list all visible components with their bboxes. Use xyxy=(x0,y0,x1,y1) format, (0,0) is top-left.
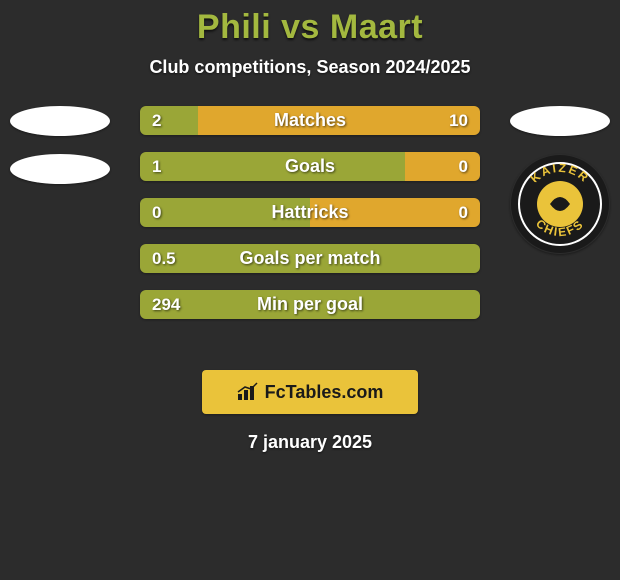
club-logo-placeholder xyxy=(10,154,110,184)
stat-bar-left xyxy=(140,290,480,319)
page-subtitle: Club competitions, Season 2024/2025 xyxy=(0,57,620,78)
brand-text-3: .com xyxy=(341,382,383,402)
stat-row: Goals10 xyxy=(140,152,480,181)
stat-bar-left xyxy=(140,152,405,181)
club-logo-placeholder xyxy=(10,106,110,136)
footer-date: 7 january 2025 xyxy=(0,432,620,453)
stat-row: Matches210 xyxy=(140,106,480,135)
stat-bar-right xyxy=(310,198,480,227)
stat-bar-left xyxy=(140,106,198,135)
brand-text-1: Fc xyxy=(265,382,286,402)
club-badge-svg: KAIZER CHIEFS xyxy=(510,154,610,254)
stat-row: Min per goal294 xyxy=(140,290,480,319)
chart-icon xyxy=(237,382,259,402)
stat-bar-left xyxy=(140,198,310,227)
stat-bars: Matches210 Goals10 Hattricks00 Goals per ma… xyxy=(140,106,480,319)
stats-area: KAIZER CHIEFS Matches210 Goals10 Hattricks… xyxy=(0,106,620,346)
club-logo-placeholder xyxy=(510,106,610,136)
stat-row: Goals per match0.5 xyxy=(140,244,480,273)
right-club-column: KAIZER CHIEFS xyxy=(510,106,610,254)
stat-row: Hattricks00 xyxy=(140,198,480,227)
fctables-badge[interactable]: FcTables.com xyxy=(202,370,418,414)
brand-text: FcTables.com xyxy=(265,382,384,403)
content-wrapper: Phili vs Maart Club competitions, Season… xyxy=(0,0,620,453)
stat-bar-left xyxy=(140,244,480,273)
kaizer-chiefs-badge: KAIZER CHIEFS xyxy=(510,154,610,254)
stat-bar-right xyxy=(405,152,480,181)
stat-bar-right xyxy=(198,106,480,135)
page-title: Phili vs Maart xyxy=(0,8,620,47)
brand-text-2: Tables xyxy=(286,382,342,402)
left-club-column xyxy=(10,106,110,184)
